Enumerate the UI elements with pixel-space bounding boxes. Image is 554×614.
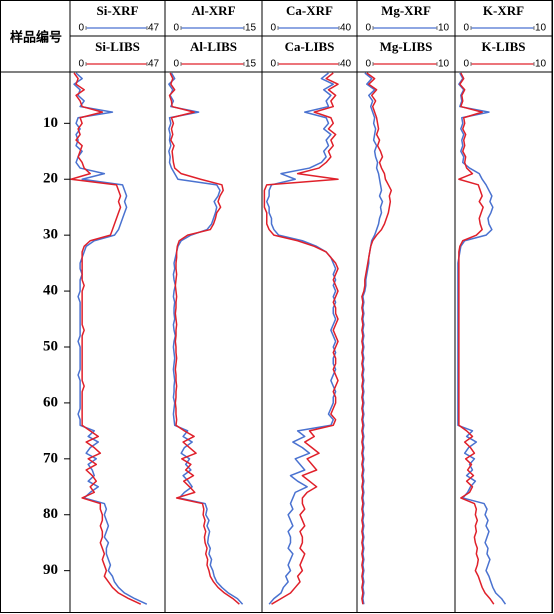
x-tick-label: 0	[173, 23, 179, 34]
legend-entry: Mg-LIBS	[380, 39, 433, 54]
x-tick-label: 15	[245, 59, 257, 70]
y-tick-label: 90	[43, 562, 58, 578]
y-tick-label: 30	[43, 227, 58, 243]
legend-entry: Ca-LIBS	[285, 39, 335, 54]
series-line	[70, 72, 142, 605]
x-tick-label: 10	[535, 59, 547, 70]
x-tick-label: 10	[438, 59, 450, 70]
x-tick-label: 0	[78, 23, 84, 34]
x-tick-label: 40	[340, 59, 352, 70]
x-tick-label: 0	[173, 59, 179, 70]
legend-entry: Si-LIBS	[95, 39, 140, 54]
legend-entry: Si-XRF	[97, 3, 139, 18]
series-line	[73, 72, 148, 605]
x-tick-label: 47	[148, 59, 160, 70]
y-axis-label: 样品编号	[10, 30, 62, 46]
series-line	[168, 72, 244, 605]
series-line	[168, 72, 240, 605]
legend-entry: Al-LIBS	[190, 39, 237, 54]
y-tick-label: 10	[43, 115, 58, 131]
x-tick-label: 0	[78, 59, 84, 70]
series-line	[263, 72, 339, 605]
series-line	[458, 72, 495, 605]
legend-entry: K-XRF	[483, 3, 524, 18]
x-tick-label: 0	[463, 59, 469, 70]
y-tick-label: 60	[43, 394, 58, 410]
x-tick-label: 0	[463, 23, 469, 34]
x-tick-label: 0	[365, 23, 371, 34]
x-tick-label: 10	[438, 23, 450, 34]
legend-entry: Mg-XRF	[381, 3, 431, 18]
y-tick-label: 70	[43, 450, 58, 466]
x-tick-label: 10	[535, 23, 547, 34]
y-tick-label: 50	[43, 338, 58, 354]
series-line	[362, 72, 384, 605]
x-tick-label: 15	[245, 23, 257, 34]
x-tick-label: 0	[270, 59, 276, 70]
x-tick-label: 0	[270, 23, 276, 34]
y-tick-label: 80	[43, 506, 58, 522]
y-tick-label: 20	[43, 171, 58, 187]
legend-entry: Ca-XRF	[286, 3, 333, 18]
legend-entry: K-LIBS	[481, 39, 525, 54]
series-line	[266, 72, 337, 605]
x-tick-label: 0	[365, 59, 371, 70]
series-line	[361, 72, 393, 605]
legend-entry: Al-XRF	[191, 3, 235, 18]
series-line	[457, 72, 507, 605]
y-tick-label: 40	[43, 283, 58, 299]
x-tick-label: 40	[340, 23, 352, 34]
x-tick-label: 47	[148, 23, 160, 34]
